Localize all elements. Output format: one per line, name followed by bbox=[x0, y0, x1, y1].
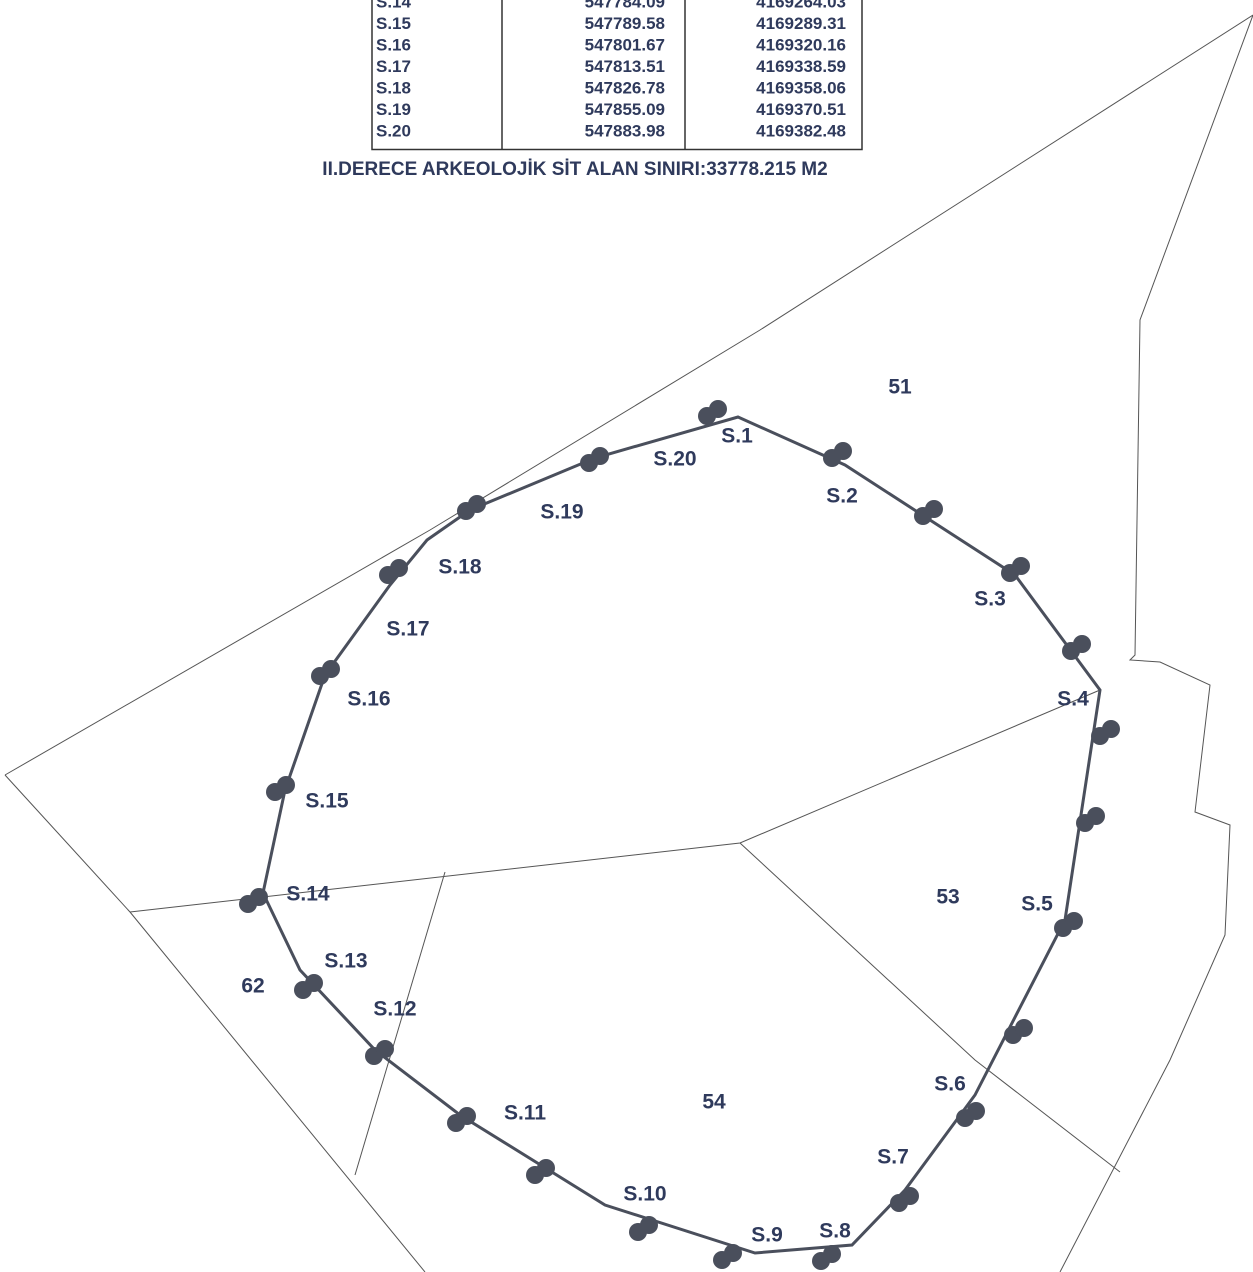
x-coordinate: 547826.78 bbox=[585, 78, 665, 97]
marker bbox=[537, 1159, 555, 1177]
point-name: S.17 bbox=[376, 57, 411, 76]
point-label: S.7 bbox=[877, 1146, 909, 1169]
marker bbox=[376, 1040, 394, 1058]
parcel-number: 62 bbox=[241, 975, 264, 998]
point-name: S.20 bbox=[376, 121, 411, 140]
point-label: S.1 bbox=[721, 425, 753, 448]
parcel-number: 54 bbox=[702, 1091, 726, 1114]
y-coordinate: 4169382.48 bbox=[756, 121, 846, 140]
point-label: S.8 bbox=[819, 1220, 851, 1243]
marker bbox=[591, 447, 609, 465]
marker bbox=[322, 660, 340, 678]
y-coordinate: 4169289.31 bbox=[756, 14, 846, 33]
site-boundary bbox=[261, 415, 1102, 1255]
point-label: S.4 bbox=[1057, 688, 1089, 711]
point-label: S.18 bbox=[438, 556, 482, 579]
caption: II.DERECE ARKEOLOJİK SİT ALAN SINIRI:337… bbox=[322, 159, 827, 180]
marker bbox=[468, 495, 486, 513]
point-label: S.17 bbox=[386, 618, 429, 641]
marker bbox=[1102, 720, 1120, 738]
point-label: S.20 bbox=[653, 448, 696, 471]
table-frame bbox=[371, 0, 863, 151]
point-label: S.6 bbox=[934, 1073, 966, 1096]
point-label: S.19 bbox=[540, 501, 583, 524]
point-name: S.16 bbox=[376, 35, 411, 54]
markers bbox=[239, 400, 1120, 1270]
point-name: S.18 bbox=[376, 78, 411, 97]
marker bbox=[925, 500, 943, 518]
labels: S.1 S.2 S.3 S.4 S.5 S.6 S.7 S.8 S.9 S.10 S.11 S.12 S… bbox=[241, 376, 1089, 1247]
marker bbox=[901, 1187, 919, 1205]
x-coordinate: 547801.67 bbox=[585, 35, 665, 54]
marker bbox=[1065, 912, 1083, 930]
y-coordinate: 4169320.16 bbox=[756, 35, 846, 54]
marker bbox=[967, 1102, 985, 1120]
point-label: S.12 bbox=[373, 998, 416, 1021]
coordinate-table: S.14 547784.09 4169264.03 S.15 547789.58 4169… bbox=[371, 0, 863, 151]
x-coordinate: 547813.51 bbox=[585, 57, 665, 76]
marker bbox=[1012, 557, 1030, 575]
marker bbox=[709, 400, 727, 418]
point-label: S.3 bbox=[974, 588, 1006, 611]
y-coordinate: 4169264.03 bbox=[756, 0, 846, 11]
y-coordinate: 4169358.06 bbox=[756, 78, 846, 97]
point-name: S.14 bbox=[376, 0, 412, 11]
marker bbox=[724, 1244, 742, 1262]
y-coordinate: 4169338.59 bbox=[756, 57, 846, 76]
point-name: S.15 bbox=[376, 14, 411, 33]
point-label: S.5 bbox=[1021, 893, 1053, 916]
point-name: S.19 bbox=[376, 100, 411, 119]
point-label: S.10 bbox=[623, 1183, 666, 1206]
point-label: S.13 bbox=[324, 950, 367, 973]
point-label: S.2 bbox=[826, 485, 858, 508]
marker bbox=[277, 776, 295, 794]
x-coordinate: 547789.58 bbox=[585, 14, 665, 33]
marker bbox=[823, 1245, 841, 1263]
marker bbox=[305, 974, 323, 992]
marker bbox=[1087, 807, 1105, 825]
parcel-number: 53 bbox=[936, 886, 959, 909]
x-coordinate: 547855.09 bbox=[585, 100, 665, 119]
point-label: S.11 bbox=[504, 1102, 546, 1125]
x-coordinate: 547784.09 bbox=[585, 0, 665, 11]
point-label: S.16 bbox=[347, 688, 390, 711]
marker bbox=[640, 1216, 658, 1234]
marker bbox=[390, 559, 408, 577]
point-label: S.9 bbox=[751, 1224, 783, 1247]
parcel-lines bbox=[4, 14, 1253, 1272]
marker bbox=[1073, 635, 1091, 653]
y-coordinate: 4169370.51 bbox=[756, 100, 846, 119]
marker bbox=[834, 442, 852, 460]
marker bbox=[458, 1107, 476, 1125]
marker bbox=[250, 888, 268, 906]
marker bbox=[1015, 1019, 1033, 1037]
point-label: S.14 bbox=[286, 883, 330, 906]
parcel-number: 51 bbox=[888, 376, 912, 399]
point-label: S.15 bbox=[305, 790, 349, 813]
x-coordinate: 547883.98 bbox=[585, 121, 665, 140]
